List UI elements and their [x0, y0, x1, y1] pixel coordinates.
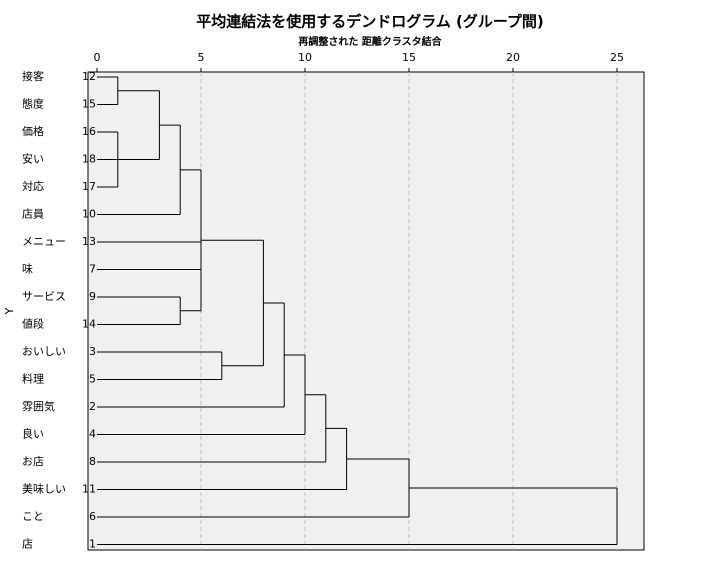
plot-area: [87, 71, 645, 551]
case-number: 12: [82, 70, 96, 83]
leaf-label: 店: [22, 537, 33, 551]
case-number: 17: [82, 180, 96, 193]
leaf-label: サービス: [22, 290, 66, 303]
case-number: 3: [89, 345, 96, 358]
leaf-label: 値段: [22, 317, 44, 331]
chart-subtitle: 再調整された 距離クラスタ結合: [298, 35, 442, 48]
x-tick-label: 15: [402, 51, 416, 64]
leaf-label: メニュー: [22, 235, 66, 248]
case-number: 9: [89, 290, 96, 303]
leaf-label: こと: [22, 510, 44, 523]
y-axis-label: Y: [3, 307, 16, 315]
x-tick-label: 0: [94, 51, 101, 64]
case-number: 4: [89, 428, 96, 441]
leaf-label: 店員: [22, 207, 44, 221]
case-number: 16: [82, 125, 96, 138]
case-number: 5: [89, 373, 96, 386]
leaf-label: 態度: [22, 97, 44, 111]
x-tick-label: 25: [610, 51, 624, 64]
case-number: 8: [89, 455, 96, 468]
leaf-label: 対応: [22, 179, 44, 193]
leaf-label: 安い: [22, 152, 44, 166]
x-tick-label: 5: [198, 51, 205, 64]
case-number: 1: [89, 538, 96, 551]
x-tick-label: 10: [298, 51, 312, 64]
leaf-label: 雰囲気: [22, 399, 55, 413]
case-number: 7: [89, 263, 96, 276]
leaf-label: お店: [22, 454, 44, 468]
leaf-label: 料理: [22, 372, 44, 386]
case-number: 13: [82, 235, 96, 248]
leaf-label: 良い: [22, 427, 44, 441]
case-number: 6: [89, 510, 96, 523]
leaf-label: おいしい: [22, 345, 66, 358]
case-number: 15: [82, 98, 96, 111]
case-number: 11: [82, 483, 96, 496]
leaf-label: 味: [22, 263, 33, 276]
leaf-label: 美味しい: [22, 483, 66, 496]
chart-title: 平均連結法を使用するデンドログラム (グループ間): [196, 13, 544, 31]
leaf-label: 接客: [22, 69, 44, 83]
x-tick-label: 20: [506, 51, 520, 64]
case-number: 10: [82, 208, 96, 221]
leaf-label: 価格: [22, 124, 44, 138]
case-number: 14: [82, 318, 96, 331]
case-number: 18: [82, 153, 96, 166]
case-number: 2: [89, 400, 96, 413]
